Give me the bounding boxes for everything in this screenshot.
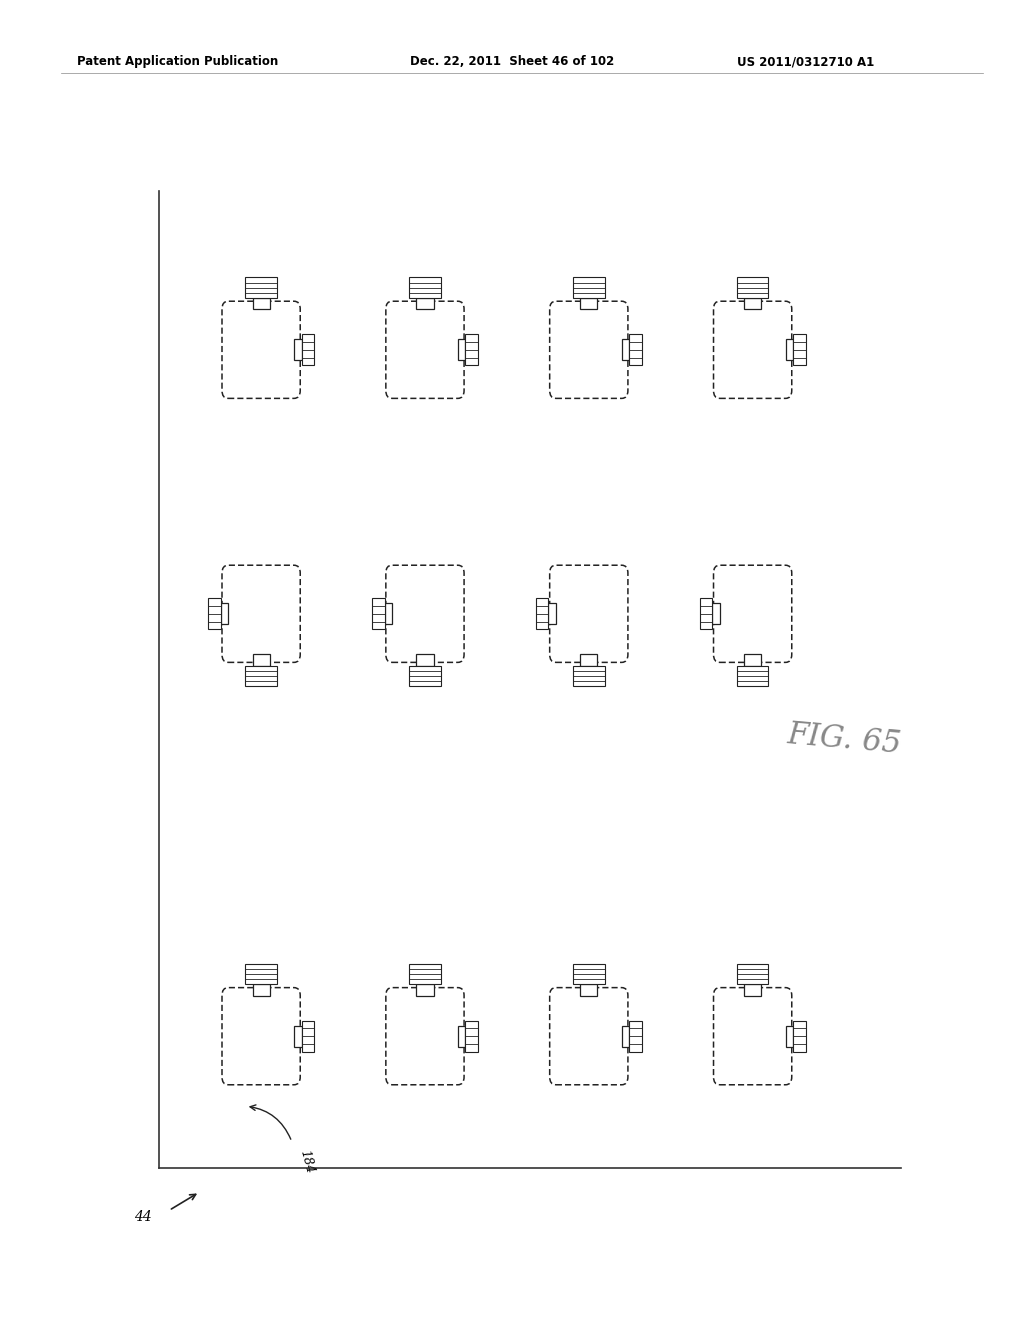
Bar bbox=[458, 1026, 465, 1047]
FancyBboxPatch shape bbox=[222, 565, 300, 663]
Bar bbox=[301, 334, 314, 366]
Bar bbox=[410, 964, 440, 985]
Text: Patent Application Publication: Patent Application Publication bbox=[77, 55, 279, 69]
Bar bbox=[737, 277, 768, 298]
Text: FIG. 65: FIG. 65 bbox=[786, 719, 903, 759]
Bar bbox=[385, 603, 392, 624]
Bar bbox=[246, 964, 276, 985]
Bar bbox=[793, 1020, 806, 1052]
Text: 44: 44 bbox=[134, 1210, 152, 1224]
Text: Dec. 22, 2011  Sheet 46 of 102: Dec. 22, 2011 Sheet 46 of 102 bbox=[410, 55, 613, 69]
FancyBboxPatch shape bbox=[386, 301, 464, 399]
Bar bbox=[410, 277, 440, 298]
Bar bbox=[253, 985, 269, 995]
FancyBboxPatch shape bbox=[386, 565, 464, 663]
Bar bbox=[713, 603, 720, 624]
Bar bbox=[417, 655, 433, 665]
Bar bbox=[253, 655, 269, 665]
Bar bbox=[785, 339, 793, 360]
Bar bbox=[536, 598, 549, 630]
Bar bbox=[372, 598, 385, 630]
Bar bbox=[699, 598, 713, 630]
FancyBboxPatch shape bbox=[386, 987, 464, 1085]
Bar bbox=[549, 603, 556, 624]
Bar bbox=[417, 985, 433, 995]
FancyBboxPatch shape bbox=[714, 301, 792, 399]
Bar bbox=[417, 298, 433, 309]
FancyBboxPatch shape bbox=[222, 987, 300, 1085]
Bar bbox=[622, 1026, 629, 1047]
Bar bbox=[208, 598, 221, 630]
FancyBboxPatch shape bbox=[550, 565, 628, 663]
Bar bbox=[573, 665, 604, 686]
Bar bbox=[581, 985, 597, 995]
Bar bbox=[744, 298, 761, 309]
FancyBboxPatch shape bbox=[550, 301, 628, 399]
Bar bbox=[581, 298, 597, 309]
Bar bbox=[629, 334, 642, 366]
Bar bbox=[581, 655, 597, 665]
Bar bbox=[737, 665, 768, 686]
Bar bbox=[622, 339, 629, 360]
Bar bbox=[465, 334, 478, 366]
FancyBboxPatch shape bbox=[222, 301, 300, 399]
Bar bbox=[744, 655, 761, 665]
FancyBboxPatch shape bbox=[714, 565, 792, 663]
Text: 184: 184 bbox=[297, 1148, 315, 1175]
Bar bbox=[737, 964, 768, 985]
Text: US 2011/0312710 A1: US 2011/0312710 A1 bbox=[737, 55, 874, 69]
Bar bbox=[301, 1020, 314, 1052]
Bar bbox=[573, 964, 604, 985]
FancyBboxPatch shape bbox=[714, 987, 792, 1085]
Bar bbox=[246, 665, 276, 686]
Bar bbox=[744, 985, 761, 995]
FancyBboxPatch shape bbox=[550, 987, 628, 1085]
Bar bbox=[458, 339, 465, 360]
Bar bbox=[629, 1020, 642, 1052]
Bar bbox=[246, 277, 276, 298]
Bar bbox=[221, 603, 228, 624]
Bar bbox=[294, 339, 301, 360]
Bar bbox=[465, 1020, 478, 1052]
Bar bbox=[793, 334, 806, 366]
Bar bbox=[294, 1026, 301, 1047]
Bar bbox=[253, 298, 269, 309]
Bar bbox=[410, 665, 440, 686]
Bar bbox=[573, 277, 604, 298]
Bar bbox=[785, 1026, 793, 1047]
